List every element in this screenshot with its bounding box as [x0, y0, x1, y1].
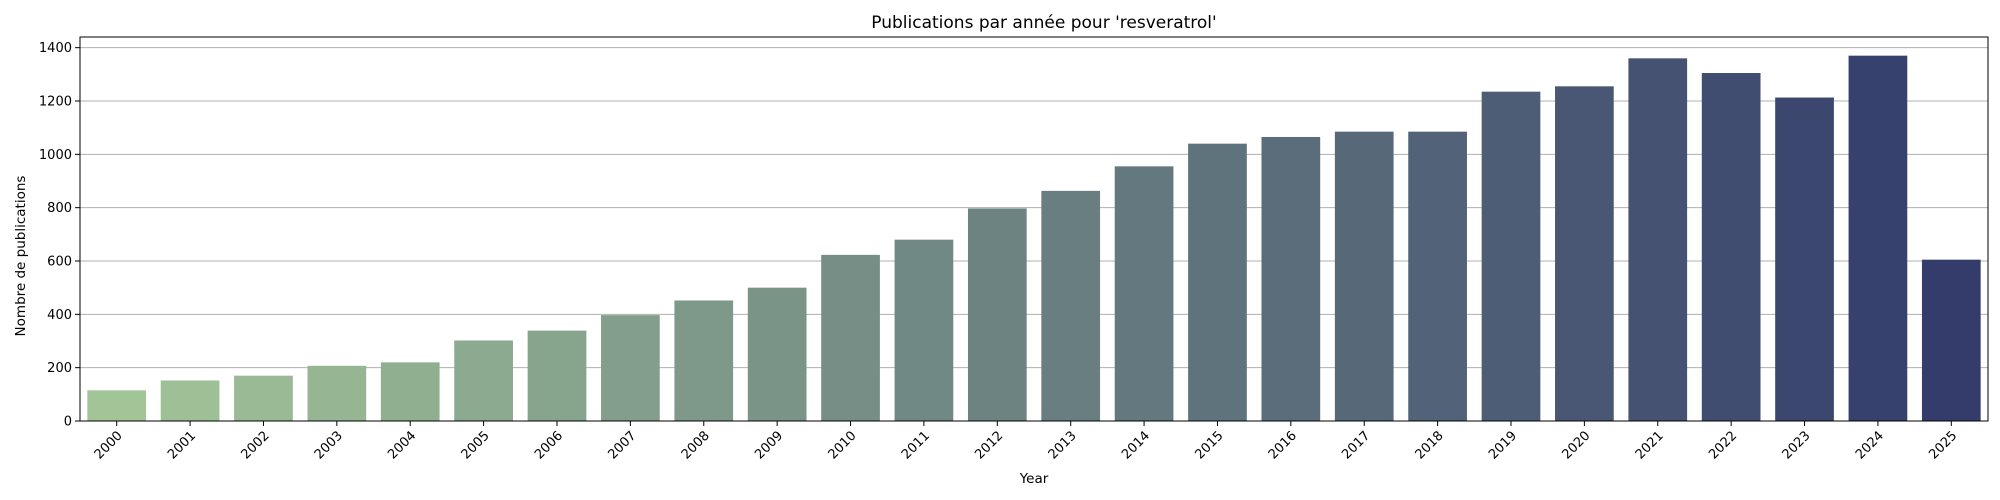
bar-2005 [454, 340, 513, 421]
bar-2025 [1921, 259, 1981, 421]
y-tick-label: 400 [47, 308, 72, 323]
bar-2022 [1701, 73, 1761, 421]
x-tick-label: 2002 [239, 428, 273, 462]
bars [87, 55, 1981, 422]
x-tick-label: 2011 [899, 428, 933, 462]
x-tick-label: 2021 [1633, 428, 1667, 462]
bar-2003 [307, 365, 367, 421]
bar-2018 [1408, 131, 1467, 421]
x-tick-label: 2007 [605, 428, 639, 462]
y-tick-label: 800 [47, 201, 72, 216]
x-tick-label: 2012 [972, 428, 1006, 462]
x-tick-label: 2014 [1119, 428, 1153, 462]
bar-2016 [1261, 137, 1321, 421]
x-tick-label: 2020 [1559, 428, 1593, 462]
x-tick-label: 2000 [92, 428, 126, 462]
chart-title: Publications par année pour 'resveratrol… [871, 13, 1216, 33]
x-tick-label: 2022 [1706, 428, 1740, 462]
x-tick-label: 2009 [752, 428, 786, 462]
x-tick-label: 2003 [312, 428, 346, 462]
x-tick-label: 2004 [385, 428, 419, 462]
x-tick-label: 2008 [679, 428, 713, 462]
y-tick-label: 200 [47, 361, 72, 376]
x-axis-label: Year [1019, 471, 1049, 487]
plot-frame [79, 36, 1989, 422]
bar-2021 [1628, 58, 1688, 421]
x-tick-label: 2025 [1926, 428, 1960, 462]
bar-2010 [821, 254, 880, 421]
bar-2008 [674, 300, 734, 421]
bar-2015 [1188, 143, 1247, 421]
x-tick-label: 2010 [826, 428, 860, 462]
x-tick-label: 2013 [1046, 428, 1080, 462]
x-tick-label: 2024 [1853, 428, 1887, 462]
y-axis-label: Nombre de publications [13, 176, 29, 337]
bar-2011 [894, 239, 954, 421]
bar-2012 [967, 208, 1027, 421]
x-tick-label: 2005 [459, 428, 493, 462]
x-tick-label: 2017 [1339, 428, 1373, 462]
bar-2024 [1848, 55, 1908, 422]
x-tick-label: 2018 [1413, 428, 1447, 462]
x-tick-label: 2015 [1193, 428, 1227, 462]
bar-2023 [1775, 97, 1834, 422]
bar-2001 [160, 380, 220, 421]
y-tick-label: 0 [64, 415, 72, 430]
bar-2000 [87, 390, 147, 421]
y-tick-label: 1000 [39, 148, 72, 163]
x-axis-ticks: 2000 2001 2002 2003 2004 2005 2006 2007 2008 2009… [92, 421, 1960, 462]
bar-2006 [527, 330, 587, 421]
y-tick-label: 1200 [39, 95, 72, 110]
bar-2019 [1481, 91, 1541, 422]
bar-2017 [1334, 131, 1394, 421]
y-tick-label: 600 [47, 255, 72, 270]
x-tick-label: 2016 [1266, 428, 1300, 462]
y-tick-label: 1400 [39, 41, 72, 56]
x-tick-label: 2019 [1486, 428, 1520, 462]
bar-2013 [1041, 190, 1101, 421]
x-tick-label: 2023 [1780, 428, 1814, 462]
bar-2004 [380, 362, 440, 421]
bar-2020 [1555, 86, 1614, 421]
y-axis-ticks: 0 200 400 600 800 1000 1200 1400 [39, 41, 80, 430]
x-tick-label: 2006 [532, 428, 566, 462]
bar-2002 [234, 375, 293, 421]
bar-2014 [1114, 166, 1174, 421]
bar-2007 [601, 315, 660, 421]
bar-2009 [747, 287, 807, 421]
x-tick-label: 2001 [165, 428, 199, 462]
